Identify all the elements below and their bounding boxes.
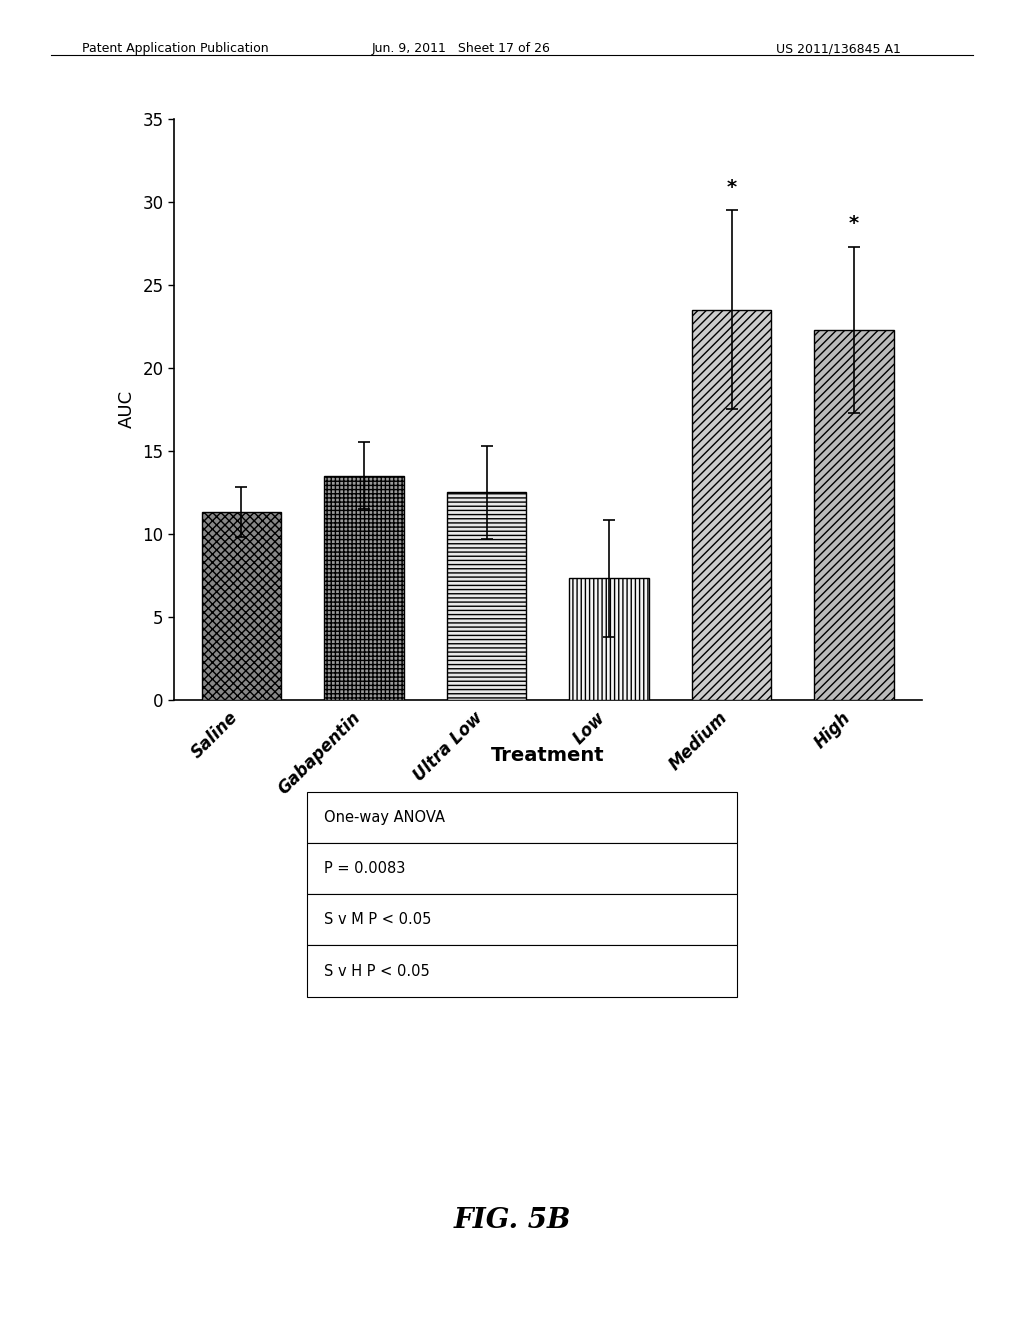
- Text: Patent Application Publication: Patent Application Publication: [82, 42, 268, 55]
- Text: Treatment: Treatment: [492, 746, 604, 764]
- Text: *: *: [727, 178, 736, 197]
- Text: *: *: [849, 214, 859, 234]
- Bar: [307, 792, 737, 843]
- Text: S v M P < 0.05: S v M P < 0.05: [325, 912, 432, 928]
- Text: Jun. 9, 2011   Sheet 17 of 26: Jun. 9, 2011 Sheet 17 of 26: [372, 42, 550, 55]
- Bar: [307, 895, 737, 945]
- Text: FIG. 5B: FIG. 5B: [454, 1208, 570, 1234]
- Bar: [814, 330, 894, 700]
- Y-axis label: AUC: AUC: [118, 391, 135, 428]
- Text: P = 0.0083: P = 0.0083: [325, 861, 406, 876]
- Bar: [692, 310, 771, 700]
- Bar: [307, 843, 737, 895]
- Text: One-way ANOVA: One-way ANOVA: [325, 810, 445, 825]
- Bar: [446, 492, 526, 700]
- Text: S v H P < 0.05: S v H P < 0.05: [325, 964, 430, 978]
- Bar: [325, 475, 403, 700]
- Bar: [202, 512, 282, 700]
- Bar: [307, 945, 737, 997]
- Bar: [569, 578, 649, 700]
- Text: US 2011/136845 A1: US 2011/136845 A1: [776, 42, 901, 55]
